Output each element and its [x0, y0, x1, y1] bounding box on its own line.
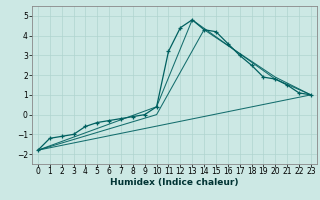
X-axis label: Humidex (Indice chaleur): Humidex (Indice chaleur)	[110, 178, 239, 187]
